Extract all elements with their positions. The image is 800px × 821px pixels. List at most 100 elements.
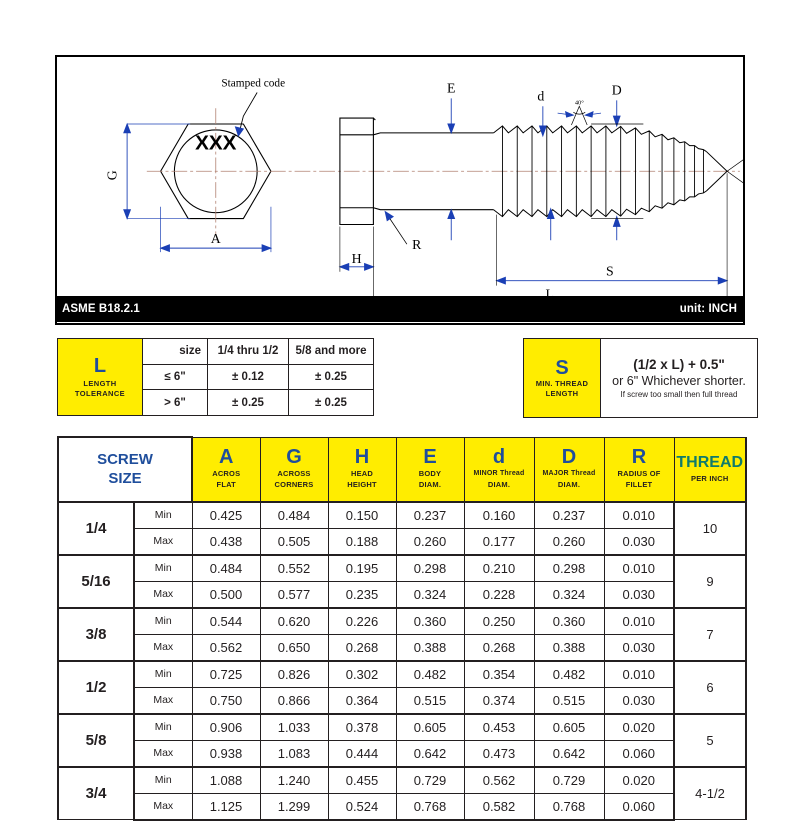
- head-stamp-text: XXX: [195, 132, 237, 155]
- cell-dminor-max-1: 0.228: [463, 580, 535, 608]
- cell-dminor-min-2: 0.250: [463, 606, 535, 635]
- cell-g-max-5: 1.299: [259, 792, 329, 821]
- min-thread-note: If screw too small then full thread: [620, 389, 738, 399]
- dim-label-E: E: [447, 80, 455, 95]
- length-tolerance-caption-2: TOLERANCE: [74, 388, 126, 398]
- cell-g-max-1: 0.577: [259, 580, 329, 608]
- cell-h-min-0: 0.150: [327, 500, 397, 529]
- table-row: Max 0.500 0.577 0.235 0.324 0.228 0.324 …: [58, 580, 746, 608]
- dim-label-R: R: [412, 237, 422, 252]
- dim-label-d: d: [537, 88, 544, 103]
- ltol-header-size: size: [142, 338, 208, 365]
- col-key-h: H: [354, 446, 370, 468]
- min-thread-length-box: S MIN. THREAD LENGTH (1/2 x L) + 0.5" or…: [523, 338, 758, 418]
- cell-a-min-3: 0.725: [191, 659, 261, 688]
- table-row: Max 0.562 0.650 0.268 0.388 0.268 0.388 …: [58, 633, 746, 661]
- minmax-label: Max: [133, 633, 193, 661]
- minmax-label: Min: [133, 500, 193, 529]
- table-row: 5/8 Min 0.906 1.033 0.378 0.605 0.453 0.…: [57, 712, 747, 767]
- cell-h-min-3: 0.302: [327, 659, 397, 688]
- cell-h-max-2: 0.268: [327, 633, 397, 661]
- screw-size-header-line1: SCREW: [97, 451, 153, 469]
- cell-dminor-max-2: 0.268: [463, 633, 535, 661]
- cell-g-min-5: 1.240: [259, 765, 329, 794]
- ltol-row1-val2: ± 0.25: [288, 363, 374, 391]
- cell-g-max-3: 0.866: [259, 686, 329, 714]
- col-desc1-e: BODY: [418, 469, 442, 478]
- dim-H: [338, 262, 375, 271]
- dim-D-major: [612, 100, 621, 241]
- col-key-a: A: [219, 446, 234, 468]
- cell-h-max-4: 0.444: [327, 739, 397, 767]
- row-size-3: 1/2: [57, 659, 135, 714]
- column-header-r: R RADIUS OF FILLET: [603, 436, 675, 502]
- table-row: Max 0.938 1.083 0.444 0.642 0.473 0.642 …: [58, 739, 746, 767]
- min-thread-key: S: [555, 357, 569, 379]
- cell-r-min-5: 0.020: [603, 765, 675, 794]
- col-desc1-thread: PER INCH: [691, 474, 729, 483]
- dim-d-minor: [538, 106, 555, 241]
- table-row: S MIN. THREAD LENGTH (1/2 x L) + 0.5" or…: [523, 338, 758, 418]
- dim-label-G: G: [104, 170, 119, 180]
- cell-dminor-max-3: 0.374: [463, 686, 535, 714]
- cell-a-min-5: 1.088: [191, 765, 261, 794]
- col-key-e: E: [423, 446, 437, 468]
- dim-G: [123, 122, 191, 220]
- dim-R-leader: [384, 210, 408, 245]
- row-size-2: 3/8: [57, 606, 135, 661]
- length-tolerance-key-cell: L LENGTH TOLERANCE: [57, 338, 143, 416]
- cell-dminor-min-3: 0.354: [463, 659, 535, 688]
- minmax-label: Max: [133, 686, 193, 714]
- ltol-row1-val1: ± 0.12: [207, 363, 289, 391]
- col-desc1-d-major: MAJOR Thread: [542, 470, 596, 477]
- col-key-d-minor: d: [492, 446, 506, 468]
- dim-label-L: L: [546, 286, 554, 301]
- shank-group: [373, 132, 494, 211]
- cell-h-min-5: 0.455: [327, 765, 397, 794]
- cell-r-min-0: 0.010: [603, 500, 675, 529]
- cell-dmajor-min-4: 0.605: [533, 712, 605, 741]
- min-thread-formula: (1/2 x L) + 0.5": [633, 356, 725, 372]
- cell-e-min-2: 0.360: [395, 606, 465, 635]
- cell-dmajor-min-1: 0.298: [533, 553, 605, 582]
- cell-e-min-0: 0.237: [395, 500, 465, 529]
- cell-e-min-4: 0.605: [395, 712, 465, 741]
- column-header-thread: THREAD PER INCH: [673, 436, 747, 502]
- table-row: 3/8 Min 0.544 0.620 0.226 0.360 0.250 0.…: [57, 606, 747, 661]
- cell-dmajor-max-5: 0.768: [533, 792, 605, 821]
- row-size-0: 1/4: [57, 500, 135, 555]
- col-desc1-g: ACROSS: [277, 469, 311, 478]
- cell-g-min-4: 1.033: [259, 712, 329, 741]
- min-thread-key-cell: S MIN. THREAD LENGTH: [523, 338, 601, 418]
- cell-thread-0: 10: [673, 500, 747, 555]
- cell-dminor-max-4: 0.473: [463, 739, 535, 767]
- col-desc2-d-minor: DIAM.: [487, 480, 511, 489]
- dim-A: [159, 206, 273, 253]
- cell-r-min-3: 0.010: [603, 659, 675, 688]
- cell-r-max-5: 0.060: [603, 792, 675, 821]
- cell-r-max-0: 0.030: [603, 527, 675, 555]
- min-thread-caption-2: LENGTH: [545, 389, 579, 398]
- cell-e-min-5: 0.729: [395, 765, 465, 794]
- cell-dminor-min-0: 0.160: [463, 500, 535, 529]
- minmax-label: Max: [133, 739, 193, 767]
- H-extension-lines: [339, 226, 374, 306]
- screw-size-header: SCREW SIZE: [57, 436, 193, 503]
- cell-a-max-3: 0.750: [191, 686, 261, 714]
- cell-dminor-min-4: 0.453: [463, 712, 535, 741]
- cell-a-min-2: 0.544: [191, 606, 261, 635]
- cell-a-max-1: 0.500: [191, 580, 261, 608]
- ltol-row2-size: > 6": [142, 389, 208, 416]
- col-desc2-e: DIAM.: [418, 480, 442, 489]
- min-thread-caption-1: MIN. THREAD: [535, 379, 589, 388]
- cell-g-min-1: 0.552: [259, 553, 329, 582]
- ltol-row2-val2: ± 0.25: [288, 389, 374, 416]
- cell-g-max-2: 0.650: [259, 633, 329, 661]
- length-tolerance-table: L LENGTH TOLERANCE size 1/4 thru 1/2 5/8…: [57, 338, 374, 416]
- minmax-label: Min: [133, 712, 193, 741]
- cell-thread-2: 7: [673, 606, 747, 661]
- minmax-label: Max: [133, 580, 193, 608]
- col-desc2-a: FLAT: [216, 480, 236, 489]
- minmax-label: Min: [133, 553, 193, 582]
- col-key-g: G: [286, 446, 302, 468]
